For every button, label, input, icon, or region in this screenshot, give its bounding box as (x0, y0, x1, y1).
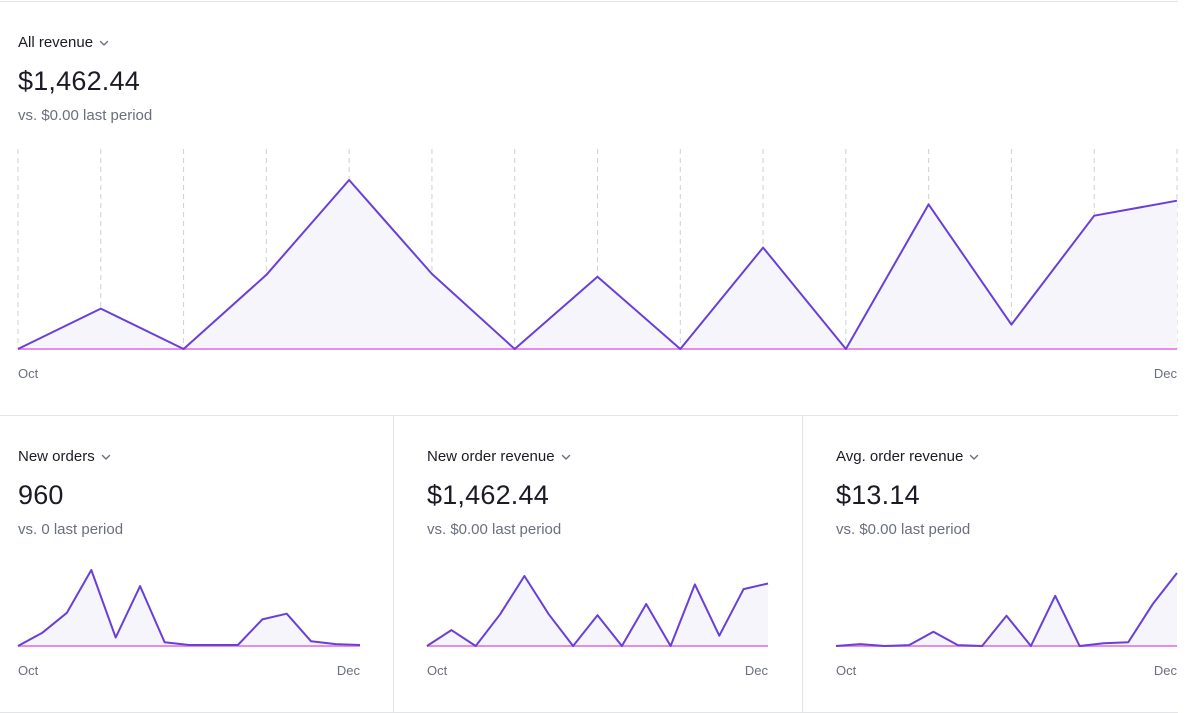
series-area (18, 570, 360, 646)
new-orders-value: 960 (18, 480, 64, 510)
chevron-down-icon (99, 40, 109, 46)
chevron-down-icon (101, 454, 110, 460)
avg-order-revenue-dropdown[interactable]: Avg. order revenue (836, 448, 979, 465)
x-axis-end-label: Dec (745, 663, 769, 678)
new-order-revenue-dropdown[interactable]: New order revenue (427, 448, 571, 465)
new-orders-compare: vs. 0 last period (18, 521, 124, 538)
main-metric-label: All revenue (18, 34, 94, 51)
series-line (17, 179, 1178, 350)
avg-order-revenue-compare: vs. $0.00 last period (836, 521, 971, 538)
main-metric-dropdown[interactable]: All revenue (18, 34, 109, 51)
x-axis-start-label: Oct (18, 663, 39, 678)
x-axis-end-label: Dec (1154, 366, 1178, 381)
main-metric: All revenue $1,462.44 vs. $0.00 last per… (18, 34, 152, 124)
main-revenue-chart: Oct Dec (17, 149, 1178, 381)
main-metric-value: $1,462.44 (18, 66, 140, 96)
x-axis-end-label: Dec (337, 663, 361, 678)
chevron-down-icon (561, 454, 570, 460)
x-axis-start-label: Oct (427, 663, 448, 678)
chevron-down-icon (970, 454, 979, 460)
new-order-revenue-label: New order revenue (427, 448, 555, 465)
card-divider-1 (393, 416, 394, 713)
top-divider (0, 1, 1178, 2)
avg-order-revenue-card: Avg. order revenue $13.14 vs. $0.00 last… (836, 448, 979, 538)
new-order-revenue-card: New order revenue $1,462.44 vs. $0.00 la… (427, 448, 571, 538)
series-line (835, 572, 1178, 647)
series-area (18, 180, 1177, 349)
new-orders-label: New orders (18, 448, 95, 465)
series-line (426, 575, 769, 647)
x-axis-start-label: Oct (836, 663, 857, 678)
avg-order-revenue-value: $13.14 (836, 480, 920, 510)
x-axis-end-label: Dec (1154, 663, 1178, 678)
new-orders-dropdown[interactable]: New orders (18, 448, 111, 465)
new-order-revenue-value: $1,462.44 (427, 480, 549, 510)
avg-order-revenue-label: Avg. order revenue (836, 448, 964, 465)
section-divider (0, 415, 1178, 416)
new-order-revenue-chart: Oct Dec (426, 575, 769, 678)
series-area (427, 576, 768, 646)
series-line (17, 569, 361, 647)
card-divider-2 (802, 416, 803, 713)
new-orders-card: New orders 960 vs. 0 last period (18, 448, 123, 538)
avg-order-revenue-chart: Oct Dec (835, 572, 1178, 678)
main-metric-compare: vs. $0.00 last period (18, 107, 153, 124)
x-axis-start-label: Oct (18, 366, 39, 381)
series-area (836, 573, 1177, 646)
new-order-revenue-compare: vs. $0.00 last period (427, 521, 562, 538)
new-orders-chart: Oct Dec (17, 569, 361, 678)
